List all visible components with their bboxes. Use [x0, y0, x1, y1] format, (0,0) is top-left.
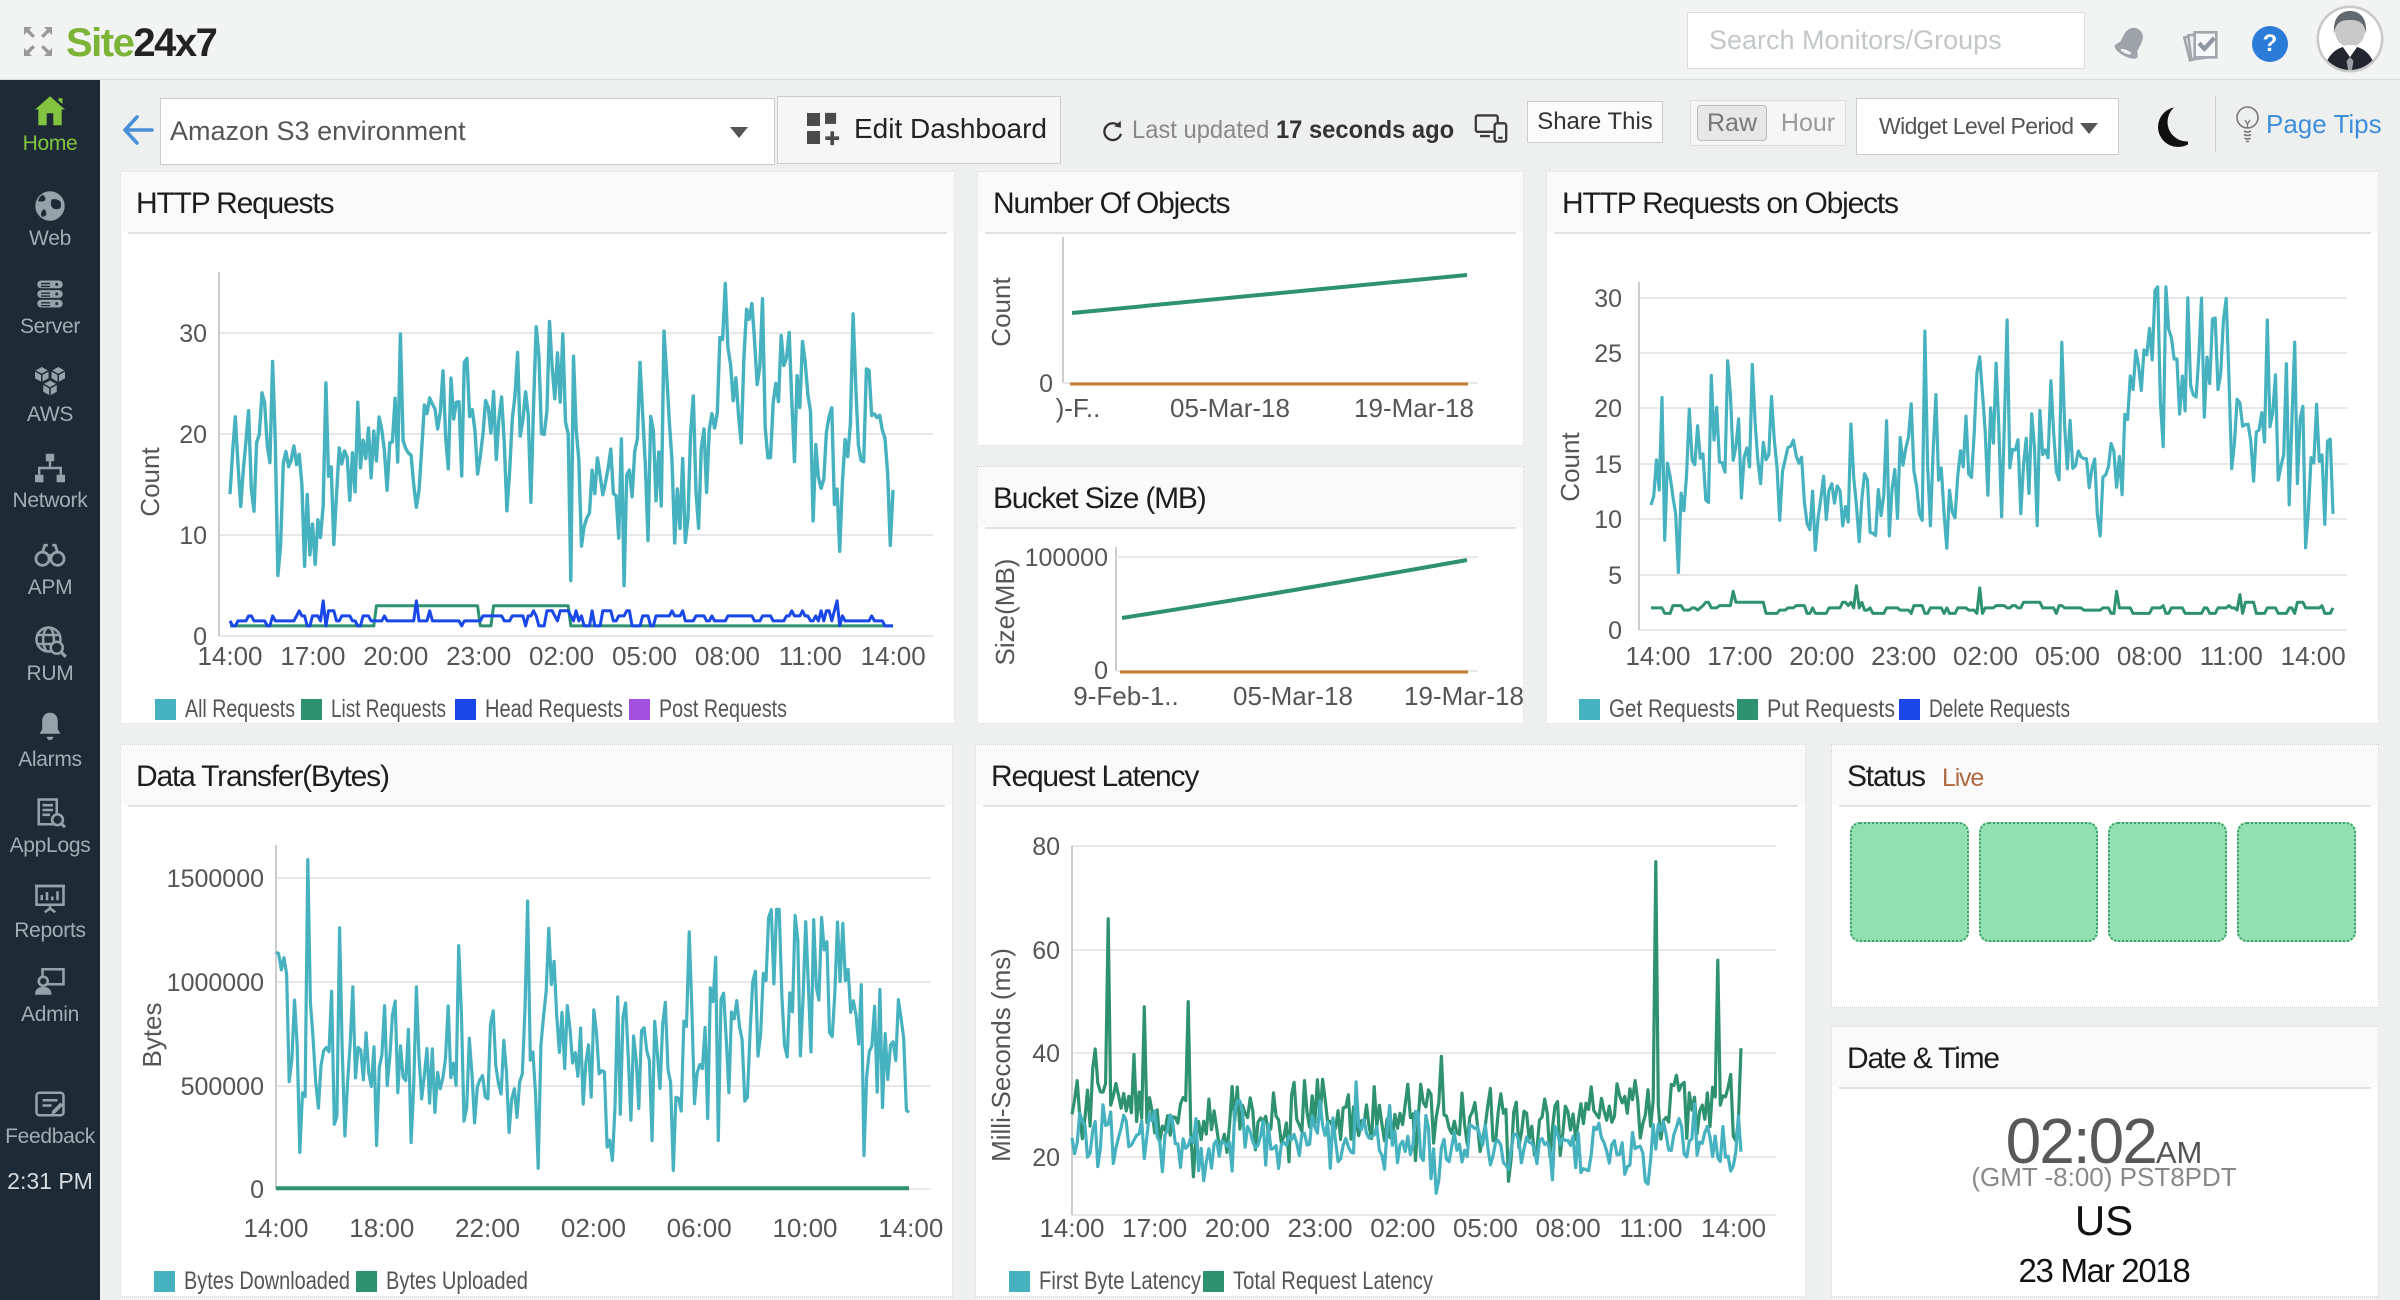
svg-text:05-Mar-18: 05-Mar-18: [1233, 681, 1353, 711]
svg-text:08:00: 08:00: [1536, 1213, 1601, 1243]
svg-text:11:00: 11:00: [779, 641, 842, 671]
svg-text:Put Requests: Put Requests: [1767, 695, 1895, 723]
svg-text:0: 0: [1039, 370, 1053, 398]
svg-text:Bytes Downloaded: Bytes Downloaded: [184, 1267, 350, 1295]
svg-text:23:00: 23:00: [1871, 641, 1936, 671]
svg-text:05:00: 05:00: [2035, 641, 2100, 671]
svg-text:25: 25: [1594, 340, 1622, 368]
svg-text:02:00: 02:00: [561, 1213, 626, 1243]
svg-text:30: 30: [1594, 285, 1622, 313]
svg-text:08:00: 08:00: [695, 641, 760, 671]
svg-text:14:00: 14:00: [2281, 641, 2346, 671]
svg-text:Size(MB): Size(MB): [990, 559, 1020, 666]
svg-text:1500000: 1500000: [167, 865, 264, 893]
svg-text:06:00: 06:00: [667, 1213, 732, 1243]
svg-text:40: 40: [1032, 1040, 1060, 1068]
svg-text:15: 15: [1594, 451, 1622, 479]
svg-text:All Requests: All Requests: [185, 695, 295, 723]
svg-text:Count: Count: [1555, 432, 1585, 502]
svg-text:17:00: 17:00: [1122, 1213, 1187, 1243]
svg-text:08:00: 08:00: [2117, 641, 2182, 671]
svg-text:Bytes Uploaded: Bytes Uploaded: [386, 1267, 528, 1295]
svg-text:10:00: 10:00: [772, 1213, 837, 1243]
svg-text:80: 80: [1032, 833, 1060, 861]
svg-text:9-Feb-1..: 9-Feb-1..: [1073, 681, 1179, 711]
svg-text:14:00: 14:00: [878, 1213, 943, 1243]
svg-text:11:00: 11:00: [1619, 1213, 1682, 1243]
svg-text:0: 0: [193, 623, 207, 651]
svg-text:17:00: 17:00: [280, 641, 345, 671]
svg-text:20:00: 20:00: [363, 641, 428, 671]
svg-text:Delete Requests: Delete Requests: [1929, 695, 2070, 723]
svg-text:Bytes: Bytes: [137, 1002, 167, 1067]
svg-text:5: 5: [1608, 562, 1622, 590]
svg-text:11:00: 11:00: [2200, 641, 2263, 671]
svg-text:23:00: 23:00: [1288, 1213, 1353, 1243]
svg-text:23:00: 23:00: [446, 641, 511, 671]
svg-text:500000: 500000: [181, 1073, 264, 1101]
svg-text:02:00: 02:00: [529, 641, 594, 671]
svg-text:02:00: 02:00: [1370, 1213, 1435, 1243]
svg-text:14:00: 14:00: [197, 641, 262, 671]
svg-text:Head Requests: Head Requests: [485, 695, 623, 723]
svg-text:1000000: 1000000: [167, 969, 264, 997]
svg-text:30: 30: [179, 320, 207, 348]
svg-text:0: 0: [1608, 617, 1622, 645]
svg-text:19-Mar-18: 19-Mar-18: [1404, 681, 1523, 711]
svg-text:20:00: 20:00: [1789, 641, 1854, 671]
svg-text:Milli-Seconds (ms): Milli-Seconds (ms): [986, 948, 1016, 1162]
svg-text:10: 10: [1594, 506, 1622, 534]
svg-text:18:00: 18:00: [349, 1213, 414, 1243]
svg-text:02:00: 02:00: [1953, 641, 2018, 671]
svg-text:20: 20: [179, 421, 207, 449]
svg-text:14:00: 14:00: [861, 641, 926, 671]
svg-text:Count: Count: [135, 447, 165, 517]
svg-text:Count: Count: [986, 277, 1016, 347]
svg-text:20: 20: [1594, 395, 1622, 423]
svg-text:19-Mar-18: 19-Mar-18: [1354, 393, 1474, 423]
svg-text:05:00: 05:00: [612, 641, 677, 671]
svg-text:)-F..: )-F..: [1056, 393, 1101, 423]
svg-text:0: 0: [250, 1176, 264, 1204]
svg-text:60: 60: [1032, 937, 1060, 965]
svg-text:20: 20: [1032, 1144, 1060, 1172]
svg-text:05:00: 05:00: [1453, 1213, 1518, 1243]
svg-text:17:00: 17:00: [1707, 641, 1772, 671]
svg-text:14:00: 14:00: [1701, 1213, 1766, 1243]
svg-text:20:00: 20:00: [1205, 1213, 1270, 1243]
svg-text:Post Requests: Post Requests: [659, 695, 787, 723]
svg-text:0: 0: [1094, 657, 1108, 685]
svg-text:14:00: 14:00: [1039, 1213, 1104, 1243]
svg-text:05-Mar-18: 05-Mar-18: [1170, 393, 1290, 423]
svg-text:First Byte Latency: First Byte Latency: [1039, 1267, 1201, 1295]
svg-text:14:00: 14:00: [1625, 641, 1690, 671]
svg-text:14:00: 14:00: [243, 1213, 308, 1243]
svg-text:10: 10: [179, 522, 207, 550]
svg-text:Total Request Latency: Total Request Latency: [1233, 1267, 1433, 1295]
svg-text:List Requests: List Requests: [331, 695, 446, 723]
svg-text:100000: 100000: [1025, 544, 1108, 572]
svg-text:Get Requests: Get Requests: [1609, 695, 1735, 723]
svg-text:22:00: 22:00: [455, 1213, 520, 1243]
